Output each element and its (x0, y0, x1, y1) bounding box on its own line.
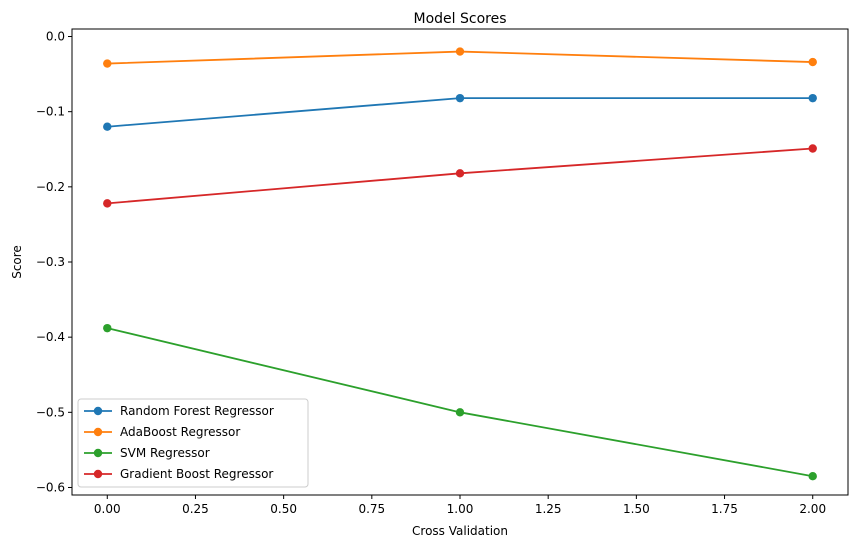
legend-label: Gradient Boost Regressor (120, 467, 273, 481)
x-axis-title: Cross Validation (412, 524, 508, 538)
y-tick-label: −0.2 (36, 180, 65, 194)
x-tick-label: 1.50 (623, 502, 650, 516)
y-axis: 0.0 −0.1 −0.2 −0.3 −0.4 −0.5 −0.6 (36, 30, 72, 494)
data-point (455, 169, 465, 178)
x-axis: 0.00 0.25 0.50 0.75 1.00 1.25 1.50 1.75 2.00 (94, 495, 826, 516)
x-tick-label: 0.25 (182, 502, 209, 516)
legend-item: Gradient Boost Regressor (84, 467, 273, 481)
legend-box (77, 398, 309, 488)
series-line (107, 97, 813, 128)
y-tick-label: 0.0 (46, 30, 65, 44)
series-2 (103, 323, 817, 481)
data-point (103, 199, 112, 208)
chart-title: Model Scores (414, 11, 507, 27)
legend-label: AdaBoost Regressor (120, 425, 240, 439)
x-tick-label: 0.75 (358, 502, 385, 516)
y-tick-label: −0.3 (36, 255, 65, 269)
data-point (808, 472, 817, 481)
data-point (808, 93, 817, 103)
y-axis-title: Score (10, 245, 24, 279)
data-point (455, 408, 465, 417)
y-tick-label: −0.5 (36, 405, 65, 419)
y-tick-label: −0.6 (36, 480, 65, 494)
y-tick-label: −0.4 (36, 330, 65, 344)
series-layer (103, 47, 817, 481)
legend-item: Random Forest Regressor (84, 404, 274, 418)
legend-marker (93, 427, 103, 437)
legend: Random Forest Regressor AdaBoost Regresso… (77, 398, 309, 488)
data-point (808, 144, 817, 153)
legend-item: AdaBoost Regressor (84, 425, 240, 439)
data-point (455, 93, 465, 103)
x-tick-label: 0.50 (270, 502, 297, 516)
series-1 (103, 47, 817, 68)
data-point (103, 59, 112, 68)
data-point (808, 57, 817, 67)
legend-marker (93, 448, 103, 458)
data-point (103, 323, 112, 333)
x-tick-label: 1.00 (447, 502, 474, 516)
x-tick-label: 1.25 (535, 502, 562, 516)
legend-label: Random Forest Regressor (120, 404, 274, 418)
x-tick-label: 0.00 (94, 502, 121, 516)
data-point (103, 122, 112, 131)
x-tick-label: 2.00 (799, 502, 826, 516)
legend-marker (93, 406, 103, 416)
series-0 (103, 93, 817, 131)
x-tick-label: 1.75 (711, 502, 738, 516)
legend-label: SVM Regressor (120, 446, 210, 460)
legend-item: SVM Regressor (84, 446, 210, 460)
legend-marker (93, 469, 103, 479)
data-point (455, 47, 465, 56)
y-tick-label: −0.1 (36, 105, 65, 119)
series-3 (103, 144, 817, 208)
